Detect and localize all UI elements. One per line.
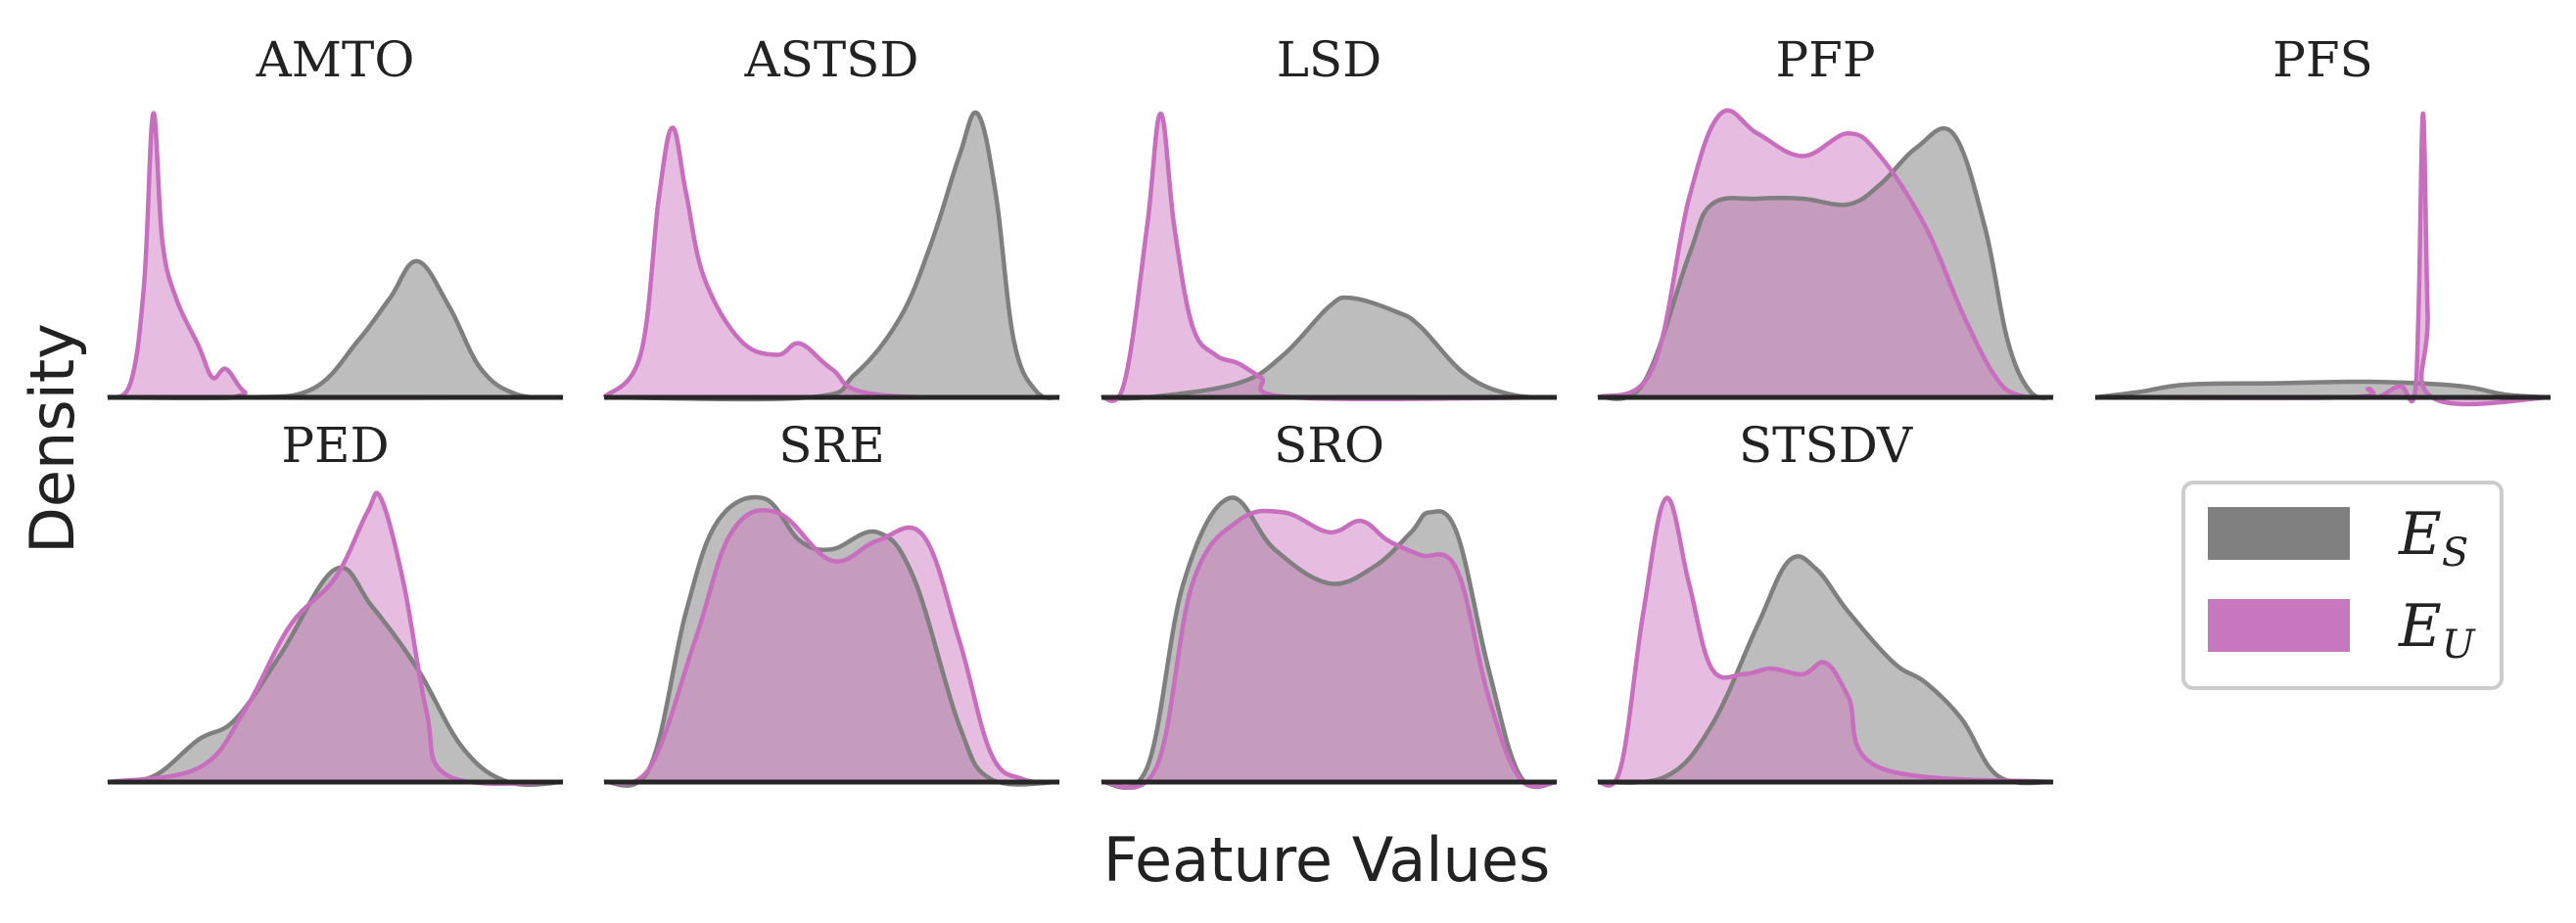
series-es-line [1101, 495, 1558, 790]
panel-astsd: ASTSD [602, 31, 1060, 402]
series-es-line [2094, 379, 2552, 400]
panel-amto: AMTO [106, 31, 564, 400]
series-es-area [1101, 297, 1557, 399]
series-es-line [1101, 295, 1558, 401]
series-es-area [604, 112, 1059, 399]
panel-grid: AMTO ASTSD LSD PFP PFS PED SRE SRO STSDV [106, 31, 2552, 790]
series-eu-line [1101, 508, 1558, 790]
series-eu-area [1598, 497, 2053, 786]
panel-title: LSD [1277, 31, 1382, 88]
series-overlap-area [108, 567, 563, 784]
series-es-line [1597, 125, 2054, 401]
panel-title: PFP [1776, 31, 1876, 88]
series-es-area [108, 260, 563, 398]
legend: ES EU [2181, 481, 2504, 690]
x-axis-label: Feature Values [1103, 824, 1551, 896]
panel-title: ASTSD [743, 31, 918, 88]
panel-pfp: PFP [1596, 31, 2054, 401]
series-overlap-area [604, 510, 1059, 784]
legend-swatch [2208, 507, 2350, 560]
panel-title: PED [281, 417, 389, 474]
y-axis-label: Density [17, 323, 88, 554]
panel-sre: SRE [603, 417, 1060, 788]
series-eu-line [107, 490, 564, 786]
panel-title: PFS [2272, 31, 2373, 88]
series-eu-area [604, 127, 1059, 398]
series-es-line [603, 110, 1060, 402]
panel-stsdv: STSDV [1596, 417, 2054, 788]
series-eu-area [108, 113, 563, 398]
series-eu-area [1101, 114, 1557, 401]
series-es-line [107, 565, 564, 788]
panel-pfs: PFS [2094, 31, 2552, 407]
series-eu-line [602, 125, 1060, 400]
series-eu-line [1596, 495, 2054, 788]
series-overlap-area [2095, 381, 2551, 397]
panel-ped: PED [107, 417, 564, 788]
series-eu-line [2094, 111, 2552, 407]
legend-label: EU [2398, 592, 2476, 668]
panel-title: AMTO [256, 31, 415, 88]
panel-title: SRE [778, 417, 884, 474]
legend-label: ES [2398, 500, 2468, 576]
series-eu-line [603, 507, 1060, 786]
panel-title: SRO [1274, 417, 1384, 474]
series-overlap-area [1101, 510, 1557, 788]
series-eu-area [2095, 114, 2551, 404]
panel-lsd: LSD [1100, 31, 1558, 403]
panel-sro: SRO [1101, 417, 1558, 790]
series-es-line [1597, 554, 2054, 786]
panel-title: STSDV [1739, 417, 1913, 474]
legend-swatch [2208, 599, 2350, 652]
series-eu-line [1596, 108, 2054, 400]
